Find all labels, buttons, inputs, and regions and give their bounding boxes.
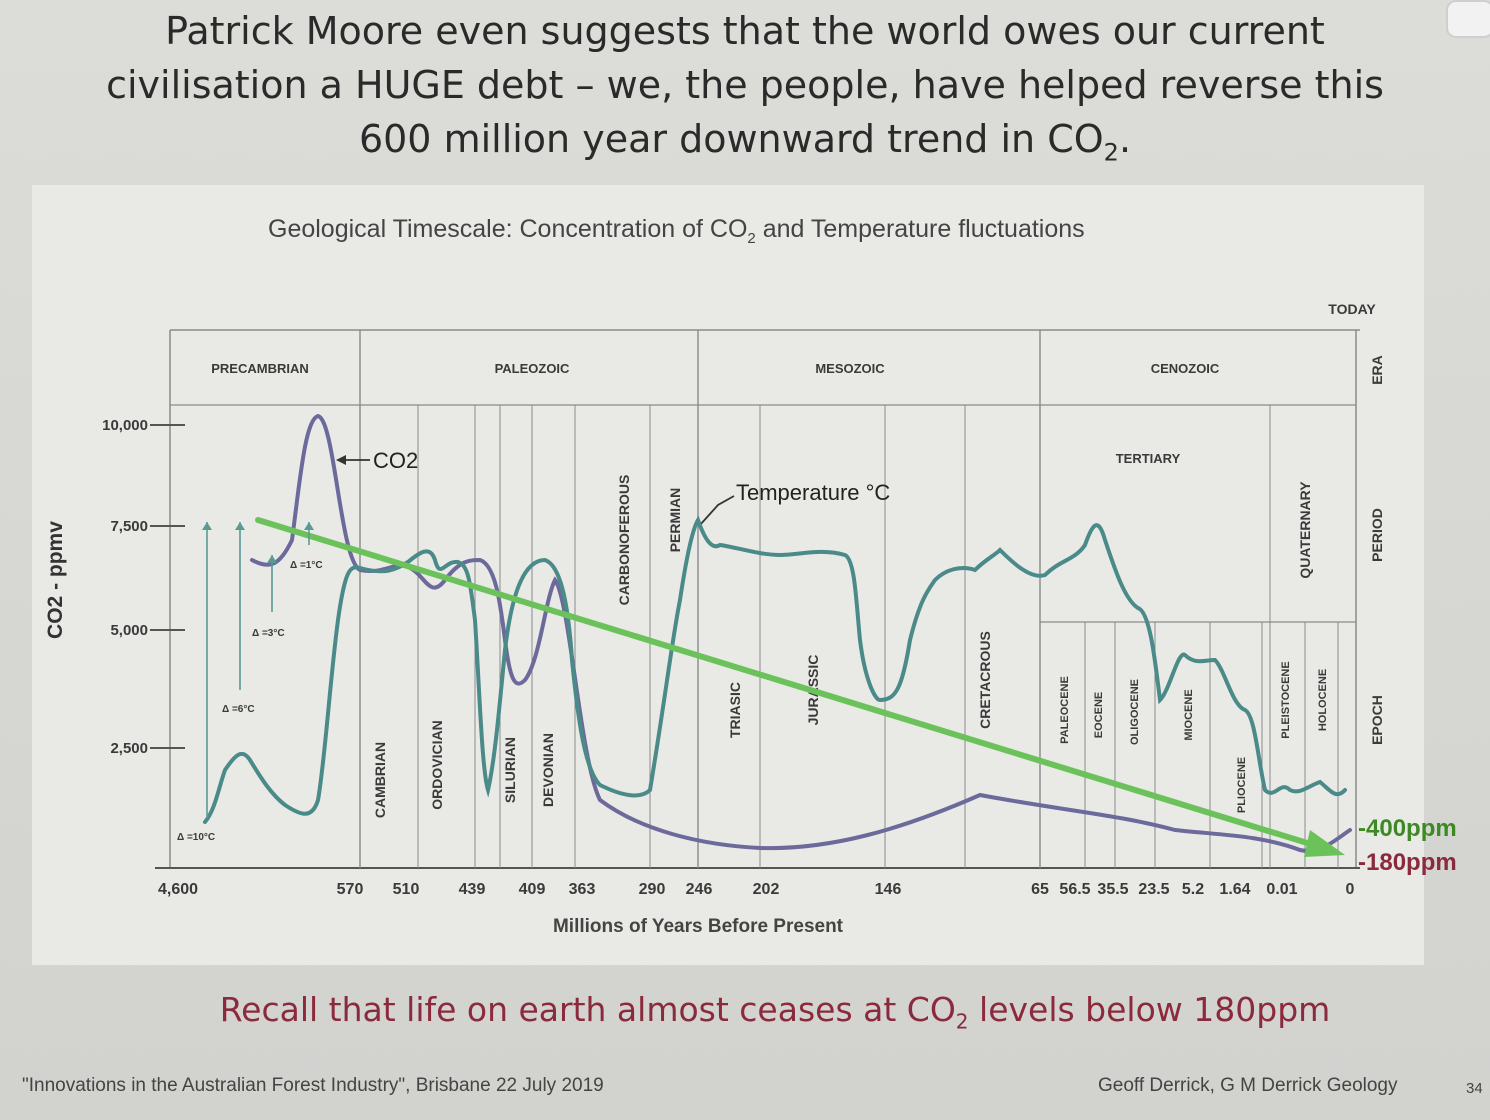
delta-1-label: Δ =1°C: [290, 560, 323, 571]
delta-10-label: Δ =10°C: [177, 832, 215, 843]
x-tick-label: 439: [459, 881, 486, 898]
x-axis-label: Millions of Years Before Present: [553, 916, 844, 937]
period-label: SILURIAN: [502, 737, 518, 803]
delta-arrowhead: [202, 522, 212, 530]
delta-arrowhead: [304, 522, 314, 530]
period-label: CAMBRIAN: [372, 742, 388, 818]
period-label: DEVONIAN: [540, 733, 556, 807]
x-tick-label: 0.01: [1266, 881, 1297, 898]
delta-arrowhead: [235, 522, 245, 530]
epoch-label: HOLOCENE: [1317, 669, 1329, 731]
x-tick-label: 1.64: [1219, 881, 1250, 898]
chart-panel: [32, 185, 1424, 965]
y-tick-label: 10,000: [102, 417, 148, 434]
headline-line-1: Patrick Moore even suggests that the wor…: [165, 9, 1325, 53]
x-tick-label: 409: [519, 881, 546, 898]
epoch-label: MIOCENE: [1183, 689, 1195, 740]
epoch-label: PLEISTOCENE: [1280, 661, 1292, 738]
today-label: TODAY: [1328, 301, 1376, 317]
x-tick-label: 0: [1346, 881, 1355, 898]
era-label: PRECAMBRIAN: [211, 361, 309, 376]
row-label-period: PERIOD: [1369, 508, 1385, 562]
x-tick-label: 570: [337, 881, 364, 898]
page-number: 34: [1466, 1080, 1483, 1097]
x-tick-label: 35.5: [1097, 881, 1128, 898]
temperature-line: [203, 515, 1347, 824]
y-axis-label: CO2 - ppmv: [44, 521, 67, 639]
chart-labels: 10,000 7,500 5,000 2,500 CO2 - ppmv 4,600 570 5…: [44, 301, 1457, 937]
row-label-era: ERA: [1369, 355, 1385, 385]
x-tick-label: 290: [639, 881, 666, 898]
epoch-label: OLIGOCENE: [1129, 679, 1141, 745]
delta-arrowhead: [267, 555, 277, 563]
corner-tab[interactable]: [1446, 0, 1490, 38]
temperature-pointer: [699, 495, 735, 526]
epoch-label: PLIOCENE: [1236, 757, 1248, 813]
x-tick-label: 23.5: [1138, 881, 1169, 898]
y-tick-label: 5,000: [110, 622, 148, 639]
row-label-epoch: EPOCH: [1369, 695, 1385, 745]
headline-period: .: [1118, 117, 1132, 161]
recall-rest: levels below 180ppm: [968, 990, 1331, 1029]
x-tick-label: 4,600: [158, 881, 198, 898]
headline-subscript: 2: [1103, 138, 1119, 167]
delta-6-label: Δ =6°C: [222, 704, 255, 715]
period-label: CARBONOFEROUS: [616, 475, 632, 606]
slide-headline: Patrick Moore even suggests that the wor…: [40, 4, 1450, 180]
marker-180ppm: -180ppm: [1358, 849, 1457, 876]
x-tick-label: 146: [875, 881, 902, 898]
y-tick-label: 2,500: [110, 740, 148, 757]
trend-arrow-head: [1304, 830, 1345, 857]
marker-400ppm: -400ppm: [1358, 815, 1457, 842]
footer-author: Geoff Derrick, G M Derrick Geology: [1098, 1075, 1398, 1096]
period-label: CRETACROUS: [977, 631, 993, 729]
headline-line-3: 600 million year downward trend in CO2.: [40, 112, 1450, 180]
headline-line-3-text: 600 million year downward trend in CO: [358, 117, 1104, 161]
recall-subscript: 2: [955, 1009, 969, 1034]
era-label: PALEOZOIC: [495, 361, 570, 376]
period-label: PERMIAN: [667, 488, 683, 553]
period-label: ORDOVICIAN: [429, 720, 445, 809]
era-label: MESOZOIC: [815, 361, 885, 376]
tertiary-label: TERTIARY: [1116, 451, 1181, 466]
x-tick-label: 363: [569, 881, 596, 898]
x-tick-label: 5.2: [1182, 881, 1204, 898]
headline-line-2: civilisation a HUGE debt – we, the peopl…: [106, 63, 1384, 107]
period-label: QUATERNARY: [1297, 481, 1313, 579]
period-label: TRIASIC: [727, 682, 743, 738]
delta-3-label: Δ =3°C: [252, 628, 285, 639]
recall-text: Recall that life on earth almost ceases …: [219, 990, 956, 1029]
chart-title-text: Geological Timescale: Concentration of C…: [268, 215, 748, 243]
x-tick-label: 56.5: [1059, 881, 1090, 898]
chart-grid: [150, 329, 1360, 869]
trend-arrow-line: [255, 517, 1333, 853]
x-tick-label: 246: [686, 881, 713, 898]
footer-source: "Innovations in the Australian Forest In…: [22, 1075, 604, 1096]
epoch-label: PALEOCENE: [1059, 676, 1071, 744]
co2-annotation: CO2: [373, 448, 418, 473]
chart-title: Geological Timescale: Concentration of C…: [268, 215, 1208, 247]
chart-title-subscript: 2: [747, 230, 756, 247]
co2-pointer-head: [336, 455, 346, 465]
temperature-annotation: Temperature °C: [736, 480, 890, 505]
chart-lines: [202, 413, 1352, 857]
x-tick-label: 510: [393, 881, 420, 898]
epoch-label: EOCENE: [1093, 692, 1105, 738]
x-tick-label: 65: [1031, 881, 1049, 898]
x-tick-label: 202: [753, 881, 780, 898]
recall-note: Recall that life on earth almost ceases …: [150, 990, 1400, 1034]
chart-title-rest: and Temperature fluctuations: [755, 215, 1085, 243]
era-label: CENOZOIC: [1151, 361, 1220, 376]
co2-line: [250, 413, 1352, 853]
y-tick-label: 7,500: [110, 518, 148, 535]
